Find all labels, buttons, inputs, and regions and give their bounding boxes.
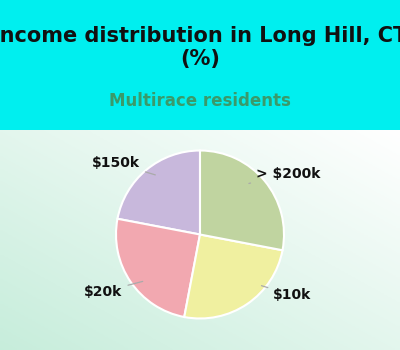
Text: Multirace residents: Multirace residents <box>109 92 291 110</box>
Wedge shape <box>118 150 200 234</box>
Text: > $200k: > $200k <box>249 167 320 183</box>
Wedge shape <box>184 234 282 318</box>
Wedge shape <box>116 219 200 317</box>
Text: Income distribution in Long Hill, CT
(%): Income distribution in Long Hill, CT (%) <box>0 26 400 69</box>
Text: $10k: $10k <box>262 286 312 302</box>
Text: $150k: $150k <box>92 156 155 175</box>
Text: $20k: $20k <box>84 281 143 299</box>
Wedge shape <box>200 150 284 250</box>
